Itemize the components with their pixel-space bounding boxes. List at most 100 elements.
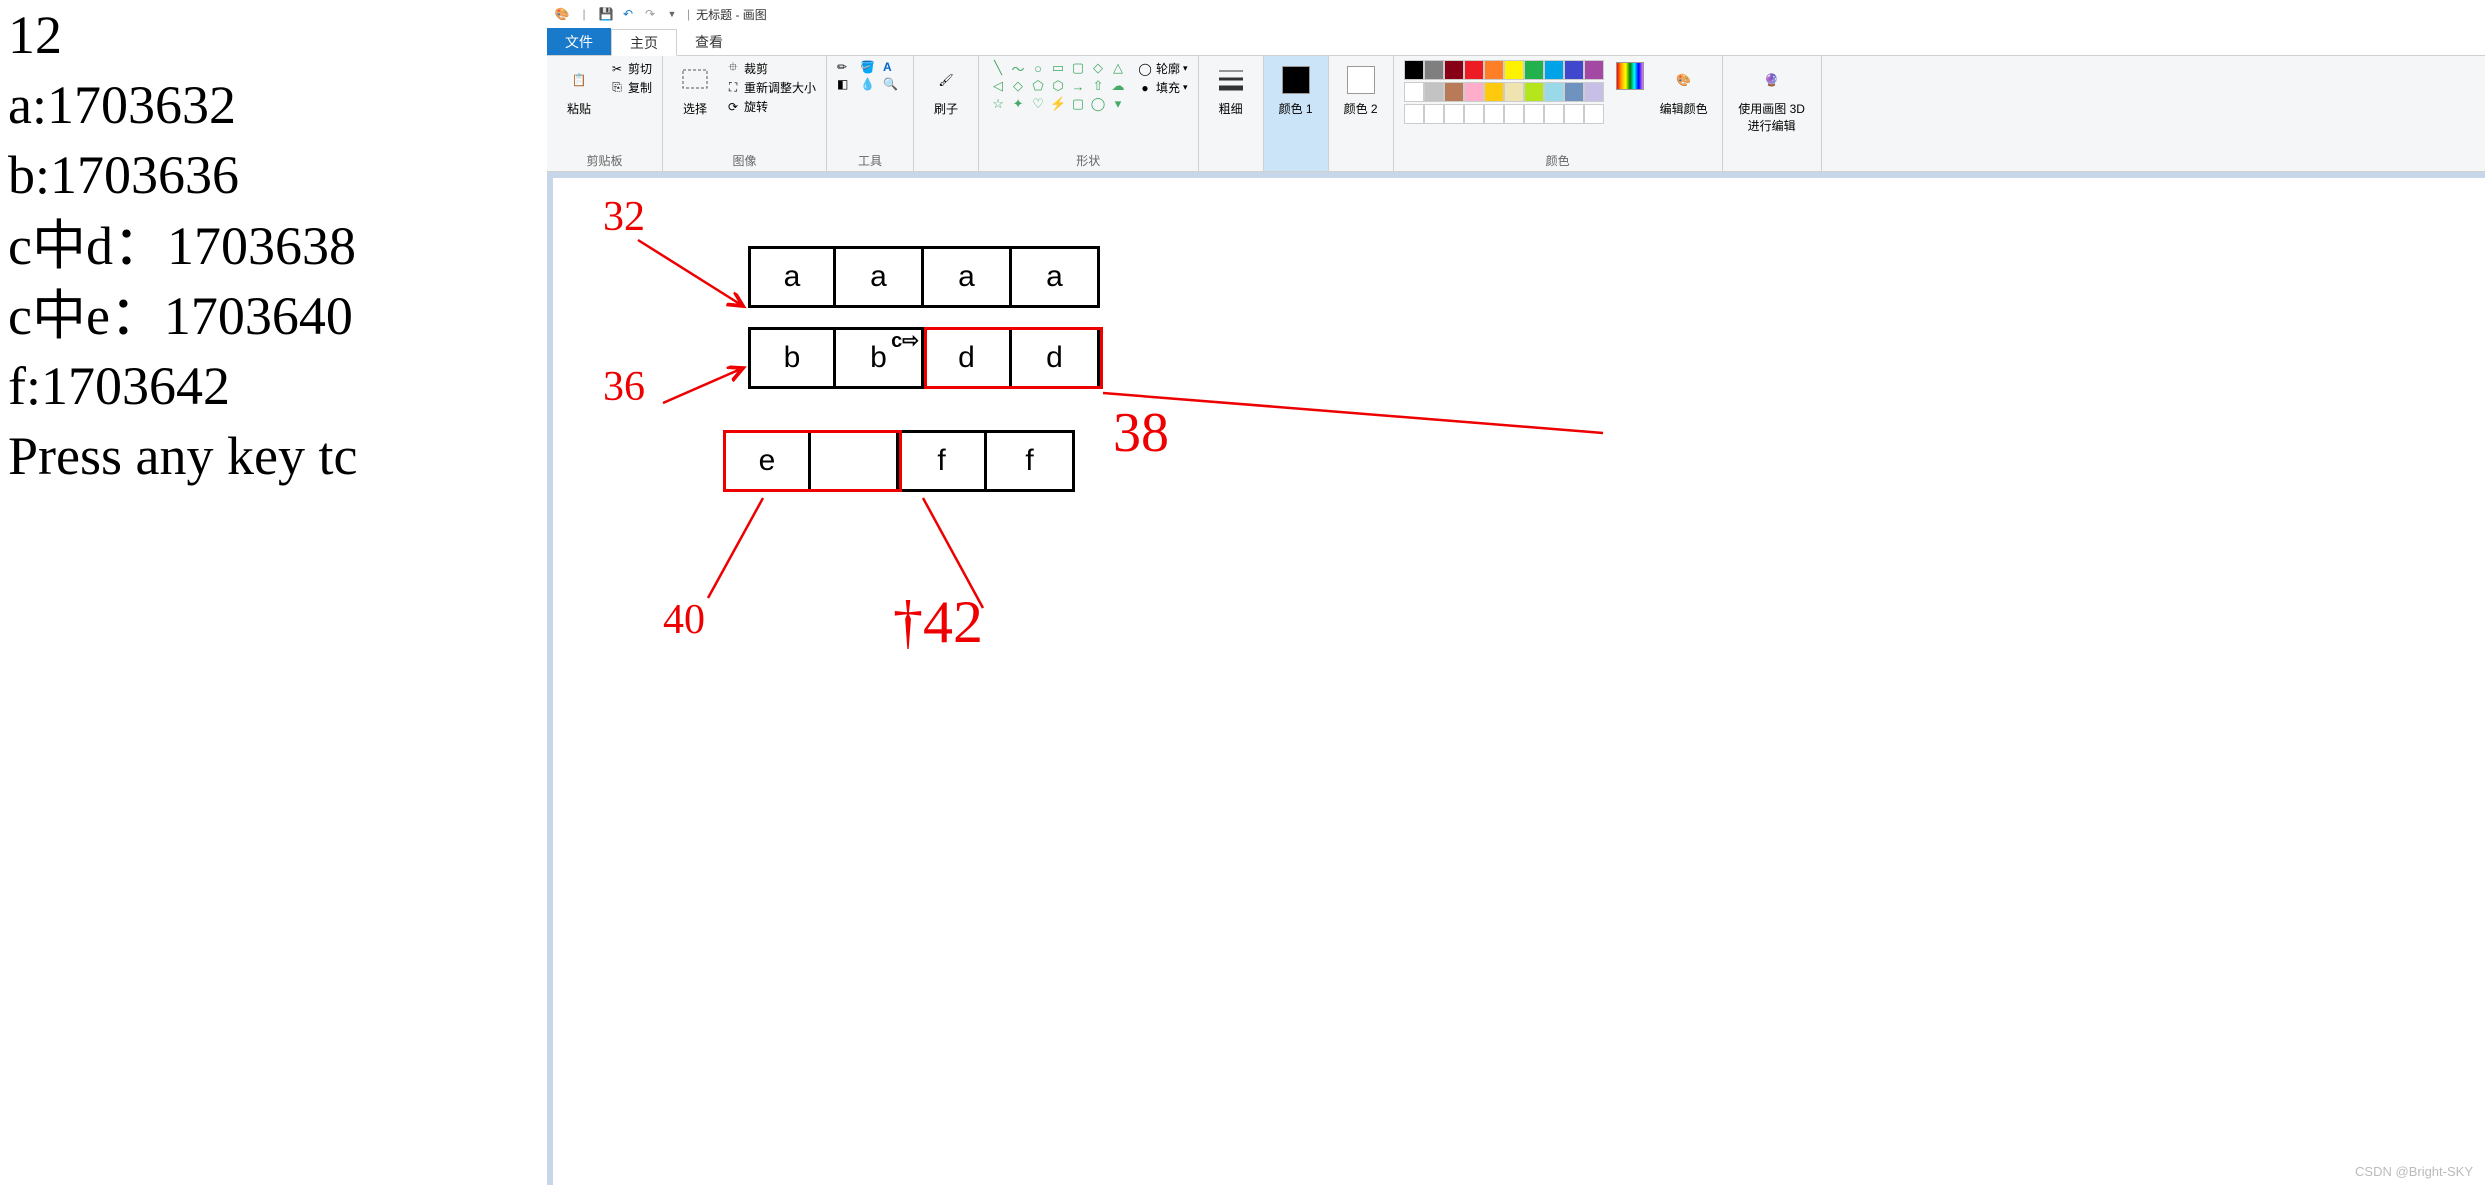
color-swatch[interactable] — [1464, 82, 1484, 102]
rotate-button[interactable]: ⟳旋转 — [725, 98, 816, 115]
pencil-icon[interactable]: ✏ — [837, 60, 857, 74]
cut-button[interactable]: ✂剪切 — [609, 60, 652, 77]
redo-icon[interactable]: ↷ — [641, 5, 659, 23]
color-swatch[interactable] — [1444, 60, 1464, 80]
eraser-icon[interactable]: ◧ — [837, 77, 857, 91]
annotation-40: 40 — [663, 596, 705, 644]
color-swatch[interactable] — [1464, 60, 1484, 80]
crop-button[interactable]: ⯐裁剪 — [725, 60, 816, 77]
paint3d-button[interactable]: 🔮使用画图 3D 进行编辑 — [1733, 60, 1811, 136]
color-swatch[interactable] — [1564, 104, 1584, 124]
shape-icon[interactable]: ☆ — [989, 96, 1007, 112]
qat-dropdown-icon[interactable]: ▼ — [663, 5, 681, 23]
color-swatch[interactable] — [1484, 104, 1504, 124]
memory-cell: bc⇨ — [836, 327, 924, 389]
group-colors: 🎨 编辑颜色 颜色 — [1394, 56, 1723, 171]
select-button[interactable]: 选择 — [673, 60, 717, 119]
color1-button[interactable]: 颜色 1 — [1274, 60, 1318, 119]
tab-home[interactable]: 主页 — [611, 29, 677, 56]
color-swatch[interactable] — [1564, 60, 1584, 80]
color-swatch[interactable] — [1584, 82, 1604, 102]
color-swatch[interactable] — [1544, 82, 1564, 102]
clipboard-icon: 📋 — [561, 62, 597, 98]
shape-icon[interactable]: 〜 — [1009, 60, 1027, 76]
shape-icon[interactable]: ◯ — [1089, 96, 1107, 112]
color-swatch[interactable] — [1524, 104, 1544, 124]
ribbon: 📋 粘贴 ✂剪切 ⎘复制 剪贴板 选择 — [547, 56, 2485, 172]
shape-icon[interactable]: ⚡ — [1049, 96, 1067, 112]
tab-file[interactable]: 文件 — [547, 28, 611, 55]
magnifier-icon[interactable]: 🔍 — [883, 77, 903, 91]
shape-icon[interactable]: ╲ — [989, 60, 1007, 76]
shape-icon[interactable]: ⬡ — [1049, 78, 1067, 94]
copy-button[interactable]: ⎘复制 — [609, 79, 652, 96]
color-swatch[interactable] — [1424, 104, 1444, 124]
color-swatch[interactable] — [1504, 104, 1524, 124]
shape-icon[interactable]: ▭ — [1049, 60, 1067, 76]
canvas[interactable]: 32 36 38 40 †42 aaaabbc⇨ddeff — [553, 178, 2485, 1185]
bucket-icon[interactable]: 🪣 — [860, 60, 880, 74]
color-swatch[interactable] — [1444, 104, 1464, 124]
color-swatch[interactable] — [1584, 60, 1604, 80]
brush-button[interactable]: 🖌 刷子 — [924, 60, 968, 119]
resize-button[interactable]: ⛶重新调整大小 — [725, 79, 816, 96]
save-icon[interactable]: 💾 — [597, 5, 615, 23]
color-palette[interactable] — [1404, 60, 1604, 124]
shape-icon[interactable]: ▢ — [1069, 96, 1087, 112]
paste-button[interactable]: 📋 粘贴 — [557, 60, 601, 119]
shape-icon[interactable]: ◁ — [989, 78, 1007, 94]
group-label: 形状 — [1076, 152, 1100, 169]
mem-row-a: aaaa — [748, 246, 1100, 308]
edit-colors-button[interactable]: 🎨 编辑颜色 — [1656, 60, 1712, 119]
shape-icon[interactable]: ▢ — [1069, 60, 1087, 76]
paste-label: 粘贴 — [567, 100, 591, 117]
fill-button[interactable]: ●填充▾ — [1137, 79, 1188, 96]
color-swatch[interactable] — [1464, 104, 1484, 124]
color2-button[interactable]: 颜色 2 — [1339, 60, 1383, 119]
memory-cell: f — [987, 430, 1075, 492]
shape-icon[interactable]: ◇ — [1009, 78, 1027, 94]
color-swatch[interactable] — [1504, 82, 1524, 102]
color-swatch[interactable] — [1404, 82, 1424, 102]
console-line: a:1703632 — [8, 70, 539, 140]
color-swatch[interactable] — [1404, 104, 1424, 124]
color-swatch[interactable] — [1564, 82, 1584, 102]
picker-icon[interactable]: 💧 — [860, 77, 880, 91]
shape-icon[interactable]: ⬠ — [1029, 78, 1047, 94]
color-swatch[interactable] — [1404, 60, 1424, 80]
color-swatch[interactable] — [1524, 60, 1544, 80]
outline-button[interactable]: ◯轮廓▾ — [1137, 60, 1188, 77]
color-swatch[interactable] — [1504, 60, 1524, 80]
text-icon[interactable]: A — [883, 60, 903, 74]
shape-icon[interactable]: △ — [1109, 60, 1127, 76]
undo-icon[interactable]: ↶ — [619, 5, 637, 23]
console-line: Press any key tc — [8, 421, 539, 491]
shape-icon[interactable]: ▾ — [1109, 96, 1127, 112]
shape-icon[interactable]: ○ — [1029, 60, 1047, 76]
color-swatch[interactable] — [1544, 104, 1564, 124]
stroke-button[interactable]: 粗细 — [1209, 60, 1253, 119]
color-swatch[interactable] — [1424, 82, 1444, 102]
color-swatch[interactable] — [1544, 60, 1564, 80]
shape-icon[interactable]: → — [1069, 78, 1087, 94]
color-swatch[interactable] — [1484, 60, 1504, 80]
window-title: 无标题 - 画图 — [696, 6, 767, 23]
group-tools: ✏ 🪣 A ◧ 💧 🔍 工具 — [827, 56, 914, 171]
console-line: b:1703636 — [8, 140, 539, 210]
color-swatch[interactable] — [1484, 82, 1504, 102]
spectrum-button[interactable] — [1612, 60, 1648, 92]
shapes-gallery[interactable]: ╲〜○▭▢◇△ ◁◇⬠⬡→⇧☁ ☆✦♡⚡▢◯▾ — [989, 60, 1129, 112]
shape-icon[interactable]: ☁ — [1109, 78, 1127, 94]
color-swatch[interactable] — [1444, 82, 1464, 102]
ribbon-tabs: 文件 主页 查看 — [547, 28, 2485, 56]
color-swatch[interactable] — [1424, 60, 1444, 80]
color-swatch[interactable] — [1584, 104, 1604, 124]
tab-view[interactable]: 查看 — [677, 28, 741, 55]
shape-icon[interactable]: ♡ — [1029, 96, 1047, 112]
shape-icon[interactable]: ⇧ — [1089, 78, 1107, 94]
shape-icon[interactable]: ◇ — [1089, 60, 1107, 76]
fill-icon: ● — [1137, 80, 1153, 96]
shape-icon[interactable]: ✦ — [1009, 96, 1027, 112]
crop-icon: ⯐ — [725, 61, 741, 77]
color-swatch[interactable] — [1524, 82, 1544, 102]
